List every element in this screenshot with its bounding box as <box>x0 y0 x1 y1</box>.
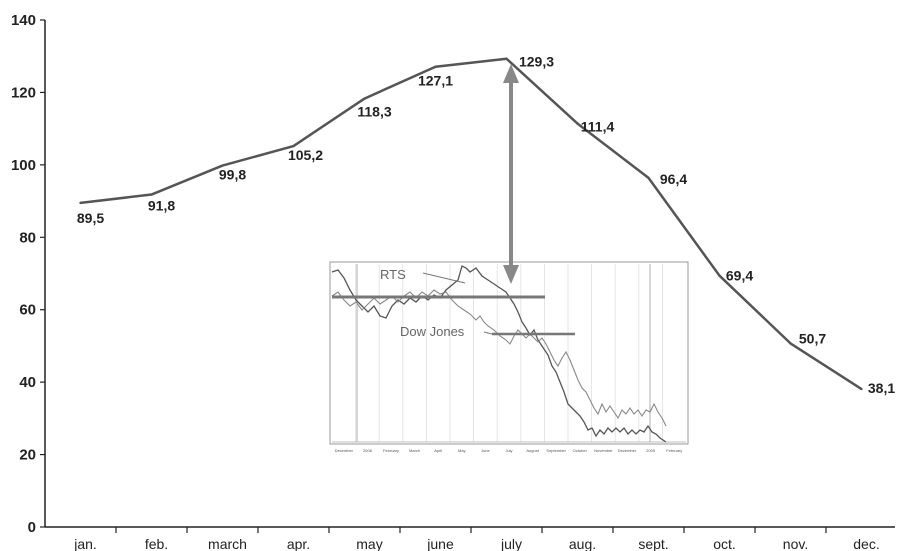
data-label: 127,1 <box>418 73 453 89</box>
x-tick-label: nov. <box>783 536 808 551</box>
data-label: 50,7 <box>799 330 826 346</box>
x-ticks: jan. feb. march apr. may june july aug. sept. oct… <box>73 527 880 551</box>
inset-x-tick-label: February <box>666 448 682 453</box>
data-label: 96,4 <box>660 171 687 187</box>
x-tick-label: oct. <box>713 536 736 551</box>
data-label: 129,3 <box>519 54 554 70</box>
inset-label-rts: RTS <box>380 267 406 282</box>
y-tick-label: 20 <box>19 447 36 464</box>
double-arrow-annotation <box>503 64 519 284</box>
inset-dow-jones-pointer <box>483 331 493 335</box>
inset-x-tick-label: August <box>526 448 539 453</box>
inset-chart: RTS Dow Jones December 2008 February March A… <box>329 261 689 453</box>
inset-gridlines <box>332 264 686 443</box>
y-tick-label: 40 <box>19 374 36 391</box>
data-label: 69,4 <box>726 268 753 284</box>
x-tick-label: may <box>356 536 382 551</box>
data-point <box>150 193 153 196</box>
x-tick-label: july <box>500 536 522 551</box>
inset-rts-pointer <box>422 272 466 284</box>
data-point <box>718 274 721 277</box>
y-tick-label: 60 <box>19 302 36 319</box>
data-label: 118,3 <box>357 104 391 120</box>
data-label: 105,2 <box>288 147 323 163</box>
data-point <box>505 57 508 60</box>
inset-x-tick-label: 2009 <box>646 448 656 453</box>
inset-frame <box>329 261 689 445</box>
inset-x-tick-label: June <box>481 448 490 453</box>
data-point <box>860 387 863 391</box>
inset-x-tick-label: September <box>546 448 566 453</box>
inset-x-tick-label: December <box>335 448 354 453</box>
x-tick-label: feb. <box>145 536 168 551</box>
data-label: 91,8 <box>148 198 175 214</box>
arrow-head-bottom <box>503 265 519 284</box>
inset-rts-line <box>331 265 667 443</box>
data-point <box>576 122 579 125</box>
data-points <box>79 57 863 391</box>
arrow-head-top <box>503 64 519 83</box>
y-tick-label: 100 <box>11 157 36 174</box>
x-tick-label: jan. <box>73 536 97 551</box>
x-tick-label: aug. <box>569 536 596 551</box>
y-tick-label: 0 <box>28 519 36 536</box>
inset-x-tick-label: November <box>594 448 613 453</box>
y-ticks: 0 20 40 60 80 100 120 140 <box>11 12 45 536</box>
x-tick-label: june <box>426 536 454 551</box>
inset-label-dow-jones: Dow Jones <box>400 324 465 339</box>
inset-x-tick-label: July <box>505 448 512 453</box>
data-point <box>434 65 437 68</box>
x-tick-label: march <box>208 536 247 551</box>
data-label: 99,8 <box>219 167 246 183</box>
inset-x-ticks: December 2008 February March April May June Jul… <box>335 448 683 453</box>
data-label: 38,1 <box>868 380 895 396</box>
data-point <box>292 144 295 148</box>
data-point <box>647 176 650 180</box>
data-label: 89,5 <box>77 210 104 226</box>
inset-x-tick-label: February <box>383 448 399 453</box>
inset-x-tick-label: April <box>434 448 442 453</box>
inset-x-tick-label: December <box>618 448 637 453</box>
inset-x-tick-label: October <box>573 448 588 453</box>
inset-x-tick-label: March <box>409 448 420 453</box>
y-tick-label: 140 <box>11 12 36 29</box>
x-tick-label: apr. <box>287 536 310 551</box>
y-tick-label: 80 <box>19 229 36 246</box>
series-line <box>80 57 863 391</box>
data-point <box>79 201 82 205</box>
data-labels: 89,5 91,8 99,8 105,2 118,3 127,1 129,3 111,4 96,… <box>77 54 895 396</box>
x-tick-label: sept. <box>638 536 668 551</box>
data-point <box>221 164 224 167</box>
inset-x-tick-label: 2008 <box>363 448 373 453</box>
data-point <box>789 342 792 345</box>
y-tick-label: 120 <box>11 84 36 101</box>
inset-x-tick-label: May <box>458 448 466 453</box>
data-point <box>363 97 366 100</box>
data-label: 111,4 <box>581 119 615 135</box>
x-tick-label: dec. <box>853 536 879 551</box>
